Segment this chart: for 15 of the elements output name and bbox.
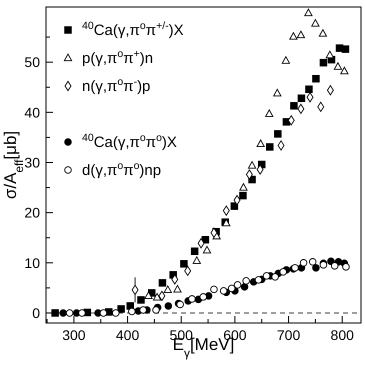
legend-label: p(γ,π$^{o}$π$^{+}$)n (82, 48, 154, 67)
y-tick-label: 50 (24, 54, 40, 70)
y-tick-label: 0 (32, 304, 40, 321)
x-tick-label: 700 (276, 327, 300, 343)
legend-label: d(γ,π$^{o}$π$^{o}$)np (82, 160, 162, 179)
y-tick-label: 30 (24, 154, 40, 170)
legend-label: n(γ,π$^{o}$π$^{-}$)p (82, 76, 150, 95)
legend-label: $^{40}$Ca(γ,π$^{o}$π$^{o}$)X (82, 132, 177, 151)
y-tick-label: 10 (24, 254, 40, 271)
x-tick-label: 400 (116, 327, 140, 343)
legend-label: $^{40}$Ca(γ,π$^{o}$π$^{+/-}$)X (82, 20, 184, 39)
x-tick-label: 800 (330, 327, 354, 343)
y-tick-label: 20 (24, 204, 40, 221)
y-tick-label: 40 (24, 104, 40, 120)
x-tick-label: 300 (62, 327, 86, 343)
